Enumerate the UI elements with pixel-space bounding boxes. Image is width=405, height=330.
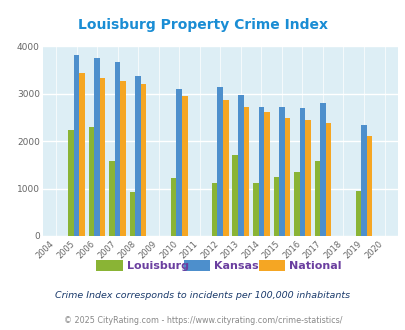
Bar xyxy=(366,136,371,236)
Text: Crime Index corresponds to incidents per 100,000 inhabitants: Crime Index corresponds to incidents per… xyxy=(55,291,350,300)
Text: Louisburg: Louisburg xyxy=(126,261,188,271)
Bar xyxy=(120,81,126,236)
Bar xyxy=(135,76,141,236)
Bar xyxy=(74,55,79,236)
Bar xyxy=(79,73,85,236)
Bar xyxy=(278,107,284,236)
Bar xyxy=(171,178,176,236)
Bar xyxy=(305,120,310,236)
Bar xyxy=(181,96,187,236)
Text: © 2025 CityRating.com - https://www.cityrating.com/crime-statistics/: © 2025 CityRating.com - https://www.city… xyxy=(64,316,341,325)
Bar xyxy=(217,87,222,236)
Bar xyxy=(360,125,366,236)
Bar xyxy=(252,183,258,236)
Bar xyxy=(115,62,120,236)
Bar xyxy=(263,112,269,236)
Bar xyxy=(68,130,74,236)
Bar xyxy=(258,107,263,236)
Bar xyxy=(89,127,94,236)
Bar xyxy=(243,107,249,236)
Bar xyxy=(355,191,360,236)
Bar xyxy=(211,183,217,236)
Bar xyxy=(273,177,278,236)
Bar xyxy=(293,172,299,236)
Bar xyxy=(222,100,228,236)
Bar xyxy=(176,89,181,236)
Bar xyxy=(299,108,305,236)
Bar xyxy=(109,161,115,236)
Bar xyxy=(130,192,135,236)
Bar xyxy=(100,78,105,236)
Bar xyxy=(141,84,146,236)
Bar xyxy=(314,161,320,236)
Bar xyxy=(284,118,290,236)
Bar xyxy=(94,58,100,236)
Text: Kansas: Kansas xyxy=(214,261,258,271)
Text: National: National xyxy=(288,261,341,271)
Bar xyxy=(320,103,325,236)
Bar xyxy=(325,123,330,236)
Text: Louisburg Property Crime Index: Louisburg Property Crime Index xyxy=(78,18,327,32)
Bar xyxy=(232,155,237,236)
Bar xyxy=(237,95,243,236)
